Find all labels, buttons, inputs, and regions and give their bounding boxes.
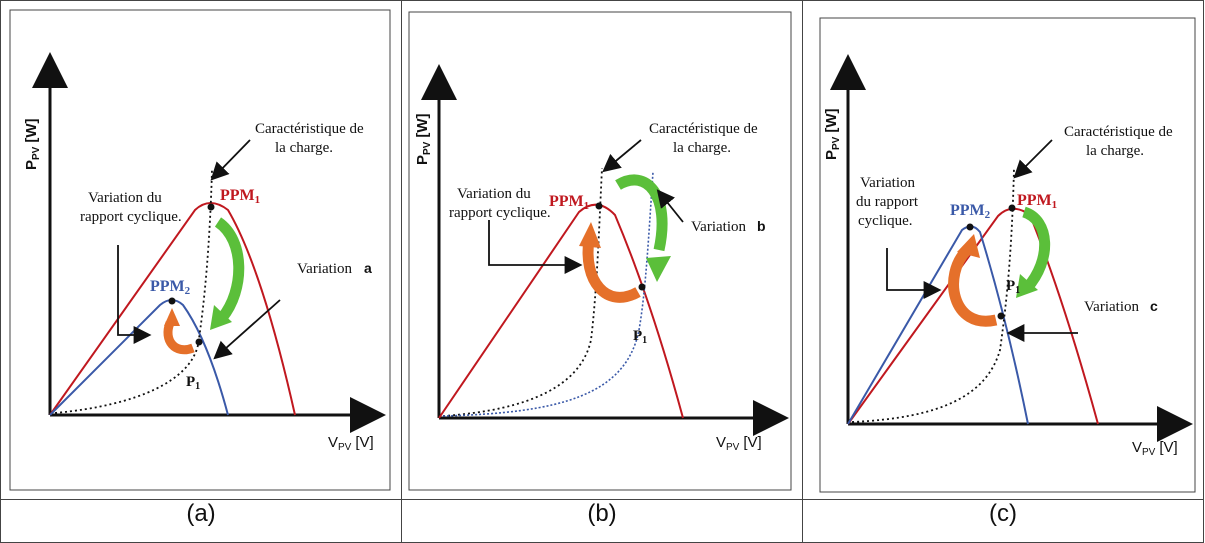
caption-b: (b) [401, 499, 803, 543]
orange-arrow-icon [948, 246, 998, 327]
p1-label: P1 [186, 374, 200, 392]
load-pointer-arrow [602, 139, 642, 173]
ppm2-point [168, 297, 176, 305]
orange-arrow-icon [582, 239, 641, 303]
variation-letter: c [1150, 298, 1158, 314]
variation-letter: b [757, 218, 766, 234]
panel-frame [9, 9, 391, 491]
variation-label: Variation [1084, 299, 1139, 315]
green-arrowhead-icon [1016, 274, 1038, 298]
load-pointer-arrow [1013, 139, 1053, 179]
pv-curve-blue [49, 299, 229, 416]
y-axis-label: PPV[W] [823, 108, 842, 160]
p1-point [638, 283, 646, 291]
green-arrow-icon [214, 217, 245, 322]
svg-text:PPV[W]: PPV[W] [414, 113, 433, 165]
p1-label: P1 [1006, 278, 1020, 296]
panel-frame [408, 11, 792, 491]
variation-label: Variation [297, 261, 352, 277]
duty-label-line3: cyclique. [858, 213, 913, 229]
orange-arrow-icon [163, 321, 195, 355]
load-label-line2: la charge. [1086, 143, 1144, 159]
load-curve [851, 167, 1015, 423]
diagram-panel-a: PPV[W] VPV [V] Caractéristique de la char… [9, 9, 391, 491]
duty-label-line2: du rapport [856, 194, 919, 210]
svg-text:PPV[W]: PPV[W] [823, 108, 842, 160]
green-arrow-icon [1021, 206, 1051, 292]
ppm1-point [207, 203, 215, 211]
p1-label: P1 [633, 328, 647, 346]
pv-curve-blue [847, 225, 1029, 425]
load-label-line1: Caractéristique de [1064, 124, 1173, 140]
caption-c: (c) [802, 499, 1204, 543]
duty-pointer-arrow [886, 248, 942, 299]
load-label-line2: la charge. [275, 140, 333, 156]
ppm1-label: PPM1 [1017, 192, 1057, 211]
load-label-line2: la charge. [673, 140, 731, 156]
p1-point [195, 338, 203, 346]
load-curve [54, 169, 213, 414]
duty-label-line1: Variation du [457, 186, 531, 202]
ppm1-label: PPM1 [220, 187, 260, 206]
orange-arrowhead-icon [579, 222, 601, 248]
diagram-panel-b: PPV[W] VPV [V] Caractéristique de la char… [408, 11, 792, 491]
orange-arrowhead-icon [164, 308, 180, 326]
variation-pointer-arrow [656, 189, 684, 223]
ppm2-point [966, 223, 974, 231]
duty-label-line2: rapport cyclique. [449, 205, 551, 221]
load-label-line1: Caractéristique de [255, 121, 364, 137]
ppm1-point [595, 202, 603, 210]
ppm2-label: PPM2 [950, 202, 991, 221]
y-axis-label: PPV[W] [23, 118, 42, 170]
pv-curve-red [49, 202, 296, 416]
panel-cell-c [802, 0, 1204, 500]
ppm1-label: PPM1 [549, 193, 589, 212]
diagram-panel-c: PPV[W] VPV [V] Caractéristique de la char… [819, 17, 1196, 493]
y-axis-label: PPV[W] [414, 113, 433, 165]
load-pointer-arrow [210, 139, 251, 181]
p1-point [997, 312, 1005, 320]
variation-letter: a [364, 260, 372, 276]
load-label-line1: Caractéristique de [649, 121, 758, 137]
duty-pointer-arrow [488, 220, 583, 274]
x-axis-label: VPV [V] [716, 434, 762, 453]
variation-pointer-arrow [213, 299, 281, 360]
x-axis-label: VPV [V] [1132, 439, 1178, 458]
panel-frame [819, 17, 1196, 493]
svg-text:PPV[W]: PPV[W] [23, 118, 42, 170]
ppm1-point [1008, 204, 1016, 212]
x-axis-label: VPV [V] [328, 434, 374, 453]
duty-label-line2: rapport cyclique. [80, 209, 182, 225]
green-arrowhead-icon [210, 305, 232, 330]
orange-arrowhead-icon [957, 234, 980, 258]
pv-curve-red [438, 203, 684, 419]
green-arrowhead-icon [646, 256, 671, 282]
variation-label: Variation [691, 219, 746, 235]
duty-label-line1: Variation [860, 175, 915, 191]
caption-a: (a) [0, 499, 402, 543]
duty-pointer-arrow [117, 245, 152, 344]
duty-label-line1: Variation du [88, 190, 162, 206]
load-curve-1 [442, 167, 603, 417]
ppm2-label: PPM2 [150, 278, 191, 297]
green-arrow-icon [615, 174, 668, 252]
